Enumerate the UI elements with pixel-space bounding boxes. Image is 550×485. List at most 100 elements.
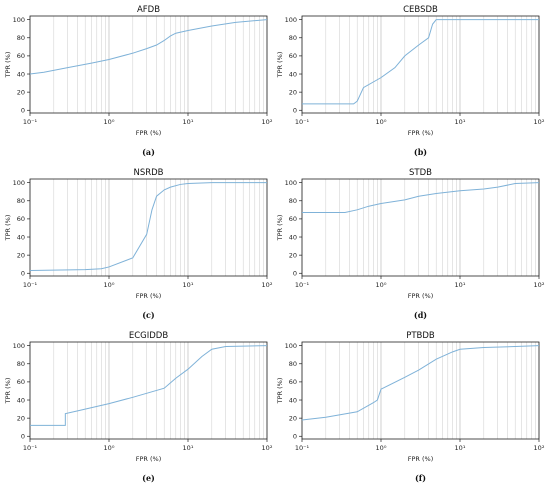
x-axis-label: FPR (%) (408, 129, 434, 137)
y-tick-label: 0 (293, 107, 297, 115)
y-tick-label: 100 (13, 342, 25, 350)
y-tick-label: 80 (289, 360, 297, 368)
x-axis-label: FPR (%) (136, 455, 162, 463)
chart-panel-ecgiddb: 0 20 40 60 80 100 10⁻¹ 10⁰ 10¹ 10² ECGIDDB FPR (%) T… (4, 331, 273, 483)
y-tick-label: 0 (21, 433, 25, 441)
y-tick-label: 20 (17, 88, 25, 96)
y-tick-label: 20 (289, 251, 297, 259)
y-tick-label: 80 (17, 34, 25, 42)
y-tick-label: 0 (293, 270, 297, 278)
roc-curve (302, 182, 540, 214)
y-tick-label: 80 (289, 34, 297, 42)
y-tick-label: 0 (21, 270, 25, 278)
y-tick-label: 80 (289, 197, 297, 205)
y-tick-label: 0 (21, 107, 25, 115)
chart-title: PTBDB (406, 331, 435, 341)
x-tick-label: 10¹ (183, 281, 194, 289)
y-tick-label: 60 (289, 215, 297, 223)
x-tick-label: 10¹ (455, 281, 466, 289)
chart-panel-ptbdb: 0 20 40 60 80 100 10⁻¹ 10⁰ 10¹ 10² PTBDB FPR (%) TPR… (276, 331, 545, 483)
panel-caption: (f) (415, 473, 426, 483)
y-axis-label: TPR (%) (276, 215, 284, 242)
chart-panel-stdb: 0 20 40 60 80 100 10⁻¹ 10⁰ 10¹ 10² STDB FPR (%) TPR … (276, 168, 545, 320)
y-tick-label: 100 (285, 16, 297, 24)
y-tick-label: 20 (289, 88, 297, 96)
y-tick-label: 100 (13, 16, 25, 24)
y-axis-label: TPR (%) (276, 52, 284, 79)
y-tick-label: 80 (17, 360, 25, 368)
y-tick-label: 40 (17, 70, 25, 78)
chart-title: CEBSDB (403, 5, 438, 15)
chart-title: STDB (409, 168, 432, 178)
y-tick-label: 60 (289, 378, 297, 386)
x-tick-label: 10⁰ (104, 281, 115, 289)
y-tick-label: 60 (17, 215, 25, 223)
chart-title: ECGIDDB (129, 331, 168, 341)
x-tick-label: 10² (262, 444, 273, 452)
y-axis-label: TPR (%) (4, 215, 12, 242)
x-tick-label: 10¹ (183, 444, 194, 452)
y-tick-label: 0 (293, 433, 297, 441)
plot-frame (29, 178, 268, 277)
y-tick-label: 100 (13, 179, 25, 187)
x-tick-label: 10⁰ (104, 118, 115, 126)
y-tick-label: 20 (17, 414, 25, 422)
plot-frame (29, 341, 268, 440)
panel-caption: (d) (414, 310, 427, 320)
y-tick-label: 80 (17, 197, 25, 205)
x-tick-label: 10¹ (455, 444, 466, 452)
y-tick-label: 60 (17, 52, 25, 60)
chart-panel-nsrdb: 0 20 40 60 80 100 10⁻¹ 10⁰ 10¹ 10² NSRDB FPR (%) TPR… (4, 168, 273, 320)
panel-caption: (b) (414, 147, 427, 157)
x-tick-label: 10² (534, 118, 545, 126)
x-tick-label: 10² (534, 444, 545, 452)
chart-panel-afdb: 0 20 40 60 80 100 10⁻¹ 10⁰ 10¹ 10² AFDB FPR (%) TPR … (4, 5, 273, 157)
y-axis-label: TPR (%) (276, 378, 284, 405)
roc-curve (29, 182, 267, 272)
roc-curve (30, 345, 268, 426)
x-tick-label: 10⁻¹ (295, 281, 310, 289)
x-tick-label: 10¹ (455, 118, 466, 126)
x-axis-label: FPR (%) (408, 455, 434, 463)
x-axis-label: FPR (%) (408, 292, 434, 300)
panel-caption: (a) (142, 147, 155, 157)
plot-frame (301, 178, 540, 277)
y-tick-label: 100 (285, 179, 297, 187)
panel-caption: (c) (142, 310, 155, 320)
y-tick-label: 20 (17, 251, 25, 259)
y-tick-label: 40 (289, 70, 297, 78)
y-tick-label: 60 (17, 378, 25, 386)
x-tick-label: 10⁰ (104, 444, 115, 452)
x-axis-label: FPR (%) (136, 129, 162, 137)
chart-title: AFDB (137, 5, 160, 15)
x-tick-label: 10² (262, 281, 273, 289)
plot-frame (301, 15, 540, 114)
x-tick-label: 10⁻¹ (295, 444, 310, 452)
y-tick-label: 40 (17, 233, 25, 241)
roc-curve (29, 19, 268, 75)
x-tick-label: 10⁰ (376, 444, 387, 452)
x-axis-label: FPR (%) (136, 292, 162, 300)
roc-curve (301, 345, 540, 421)
x-tick-label: 10⁰ (376, 281, 387, 289)
chart-panel-cebsdb: 0 20 40 60 80 100 10⁻¹ 10⁰ 10¹ 10² CEBSDB FPR (%) TP… (276, 5, 545, 157)
x-tick-label: 10² (534, 281, 545, 289)
plot-frame (29, 15, 268, 114)
x-tick-label: 10⁰ (376, 118, 387, 126)
x-tick-label: 10² (262, 118, 273, 126)
x-tick-label: 10⁻¹ (23, 444, 38, 452)
y-tick-label: 40 (17, 396, 25, 404)
y-tick-label: 100 (285, 342, 297, 350)
y-axis-label: TPR (%) (4, 52, 12, 79)
chart-title: NSRDB (133, 168, 163, 178)
y-tick-label: 20 (289, 414, 297, 422)
x-tick-label: 10⁻¹ (23, 118, 38, 126)
y-tick-label: 40 (289, 396, 297, 404)
y-tick-label: 60 (289, 52, 297, 60)
x-tick-label: 10⁻¹ (295, 118, 310, 126)
x-tick-label: 10¹ (183, 118, 194, 126)
panel-caption: (e) (142, 473, 155, 483)
y-tick-label: 40 (289, 233, 297, 241)
plot-frame (301, 341, 540, 440)
